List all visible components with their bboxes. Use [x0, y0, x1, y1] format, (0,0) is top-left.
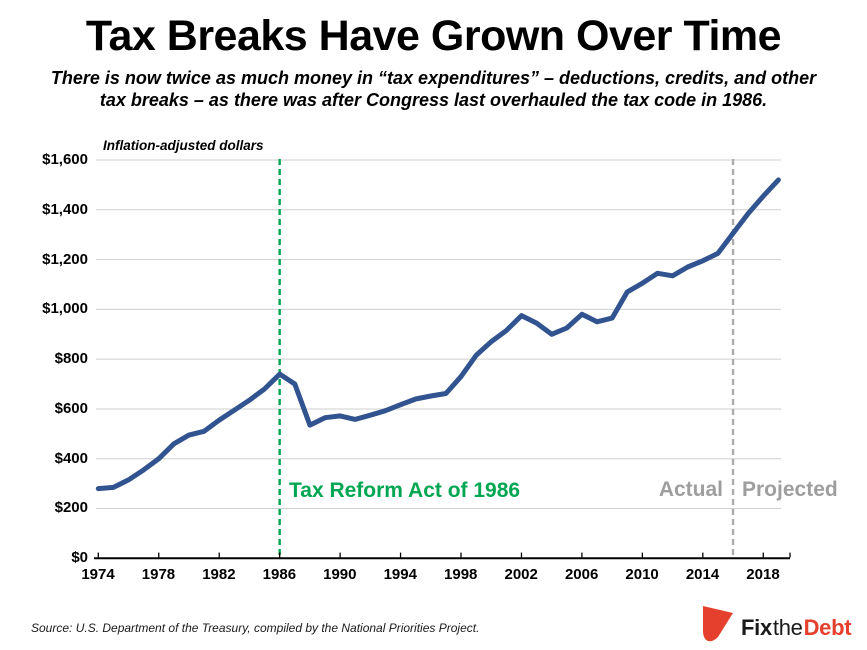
data-line	[95, 177, 781, 492]
logo-word-fix: Fix	[741, 615, 772, 640]
x-axis-tick-label: 2010	[625, 566, 659, 583]
y-axis-tick-label: $1,000	[42, 300, 88, 318]
x-axis-tick-label: 2002	[504, 566, 538, 583]
logo-wordmark: FixtheDebt	[741, 615, 852, 640]
y-axis-tick-label: $800	[54, 350, 88, 367]
page-title: Tax Breaks Have Grown Over Time	[85, 12, 782, 60]
y-axis-tick-label: $0	[71, 549, 88, 566]
y-axis-tick-label: $1,200	[42, 250, 88, 268]
actual-label: Actual	[658, 478, 723, 501]
logo-word-debt: Debt	[803, 615, 852, 640]
tax-reform-annotation: Tax Reform Act of 1986	[289, 479, 521, 502]
y-axis-tick-label: $1,600	[42, 151, 88, 168]
y-axis-tick-label: $1,400	[42, 200, 88, 218]
x-axis-tick-label: 2006	[564, 566, 599, 583]
projected-label: Projected	[742, 478, 838, 501]
chart-subtitle: There is now twice as much money in “tax…	[0, 68, 867, 112]
x-axis-tick-label: 1986	[262, 566, 297, 583]
y-axis-tick-label: $600	[54, 399, 88, 417]
x-axis-tick-label: 1978	[141, 566, 176, 583]
source-note: Source: U.S. Department of the Treasury,…	[31, 621, 480, 635]
y-axis-tick-label: $400	[54, 449, 88, 467]
x-axis-tick-label: 1990	[323, 566, 357, 583]
flag-icon	[703, 606, 733, 642]
logo-word-the: the	[772, 615, 803, 640]
x-axis-labels: 1974 1978 1982 1986 1990 1994 1998 2002 …	[70, 566, 791, 583]
x-axis-tick-label: 1998	[444, 566, 478, 583]
y-axis-labels: $1,600 $1,400 $1,200 $1,000 $800 $600 $4…	[8, 150, 88, 568]
axis-unit-note: Inflation-adjusted dollars	[103, 138, 264, 153]
x-axis-tick-label: 2014	[685, 566, 720, 583]
x-axis-tick-label: 1982	[202, 566, 236, 583]
x-axis-tick-label: 1974	[81, 566, 115, 583]
y-axis-tick-label: $200	[54, 499, 88, 517]
x-axis-tick-label: 2018	[746, 566, 780, 583]
subtitle-line-1: There is now twice as much money in “tax…	[50, 68, 817, 88]
x-axis-tick-label: 1994	[383, 566, 417, 583]
subtitle-line-2: tax breaks – as there was after Congress…	[99, 89, 768, 110]
fix-the-debt-logo: FixtheDebt	[702, 600, 852, 646]
